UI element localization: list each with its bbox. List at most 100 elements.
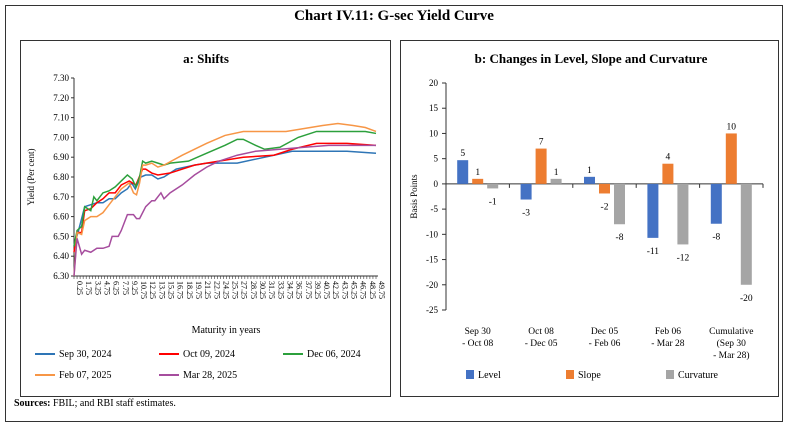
legend-label: Sep 30, 2024 (59, 349, 112, 360)
bar (487, 183, 499, 189)
y-tick-label: 6.40 (53, 251, 69, 261)
x-tick-label: 27.25 (240, 281, 249, 299)
bar-chart: b: Changes in Level, Slope and Curvature… (409, 51, 764, 381)
y-tick-label: -20 (426, 280, 438, 290)
panel-title: b: Changes in Level, Slope and Curvature (475, 51, 708, 66)
category-label: - Feb 06 (589, 339, 621, 349)
x-tick-label: 6.25 (112, 281, 121, 295)
y-tick-label: 10 (429, 128, 439, 138)
legend-swatch (666, 370, 674, 379)
x-tick-label: 34.75 (285, 281, 294, 299)
panel-a: a: Shifts 6.30 6.40 6.50 6.60 6.70 6.80 6.90 7.0… (20, 40, 391, 397)
x-tick-label: 22.75 (212, 281, 221, 299)
y-tick-label: 15 (429, 103, 439, 113)
x-tick-label: 46.75 (359, 281, 368, 299)
legend-label: Feb 07, 2025 (59, 370, 112, 381)
x-tick-label: 21.25 (203, 281, 212, 299)
x-tick-label: 1.75 (84, 281, 93, 295)
x-tick-label: 15.25 (167, 281, 176, 299)
y-axis-label: Basis Points (409, 174, 419, 219)
bar (457, 160, 469, 184)
category-label: - Dec 05 (525, 339, 558, 349)
x-tick-label: 48.25 (368, 281, 377, 299)
sources-text: FBIL; and RBI staff estimates. (50, 398, 176, 409)
y-tick-label: 0 (434, 179, 439, 189)
data-label: 10 (727, 122, 737, 132)
x-tick-label: 13.75 (157, 281, 166, 299)
y-tick-label: 6.50 (53, 231, 69, 241)
x-tick-label: 45.25 (350, 281, 359, 299)
bar (550, 178, 562, 184)
legend-label: Oct 09, 2024 (183, 349, 235, 360)
line-chart: a: Shifts 6.30 6.40 6.50 6.60 6.70 6.80 6.90 7.0… (26, 51, 386, 381)
data-label: -2 (601, 202, 609, 212)
legend-label: Mar 28, 2025 (183, 370, 237, 381)
legend-label: Slope (578, 370, 601, 381)
x-tick-label: 30.25 (258, 281, 267, 299)
x-tick-label: 12.25 (148, 281, 157, 299)
category-label: - Mar 28) (713, 350, 749, 361)
y-tick-label: 20 (429, 78, 439, 88)
x-tick-label: 16.75 (176, 281, 185, 299)
bar (584, 176, 595, 184)
bar (725, 133, 737, 184)
data-label: 1 (554, 168, 559, 178)
y-tick-label: -15 (426, 255, 438, 265)
figure-border (5, 5, 783, 422)
bar (662, 163, 674, 184)
x-tick-label: 25.75 (231, 281, 240, 299)
x-tick-label: 42.25 (331, 281, 340, 299)
x-tick-label: 0.25 (75, 281, 84, 295)
x-tick-label: 37.75 (304, 281, 313, 299)
bar (740, 183, 752, 285)
legend-swatch (566, 370, 574, 379)
x-tick-label: 39.25 (313, 281, 322, 299)
category-label: (Sep 30 (717, 338, 747, 349)
x-tick-label: 10.75 (139, 281, 148, 299)
y-tick-label: 6.80 (53, 172, 69, 182)
y-tick-label: 7.30 (53, 73, 69, 83)
x-tick-label: 28.75 (249, 281, 258, 299)
x-tick-label: 33.25 (276, 281, 285, 299)
bar (520, 183, 532, 200)
bar (677, 183, 689, 245)
data-label: 4 (666, 153, 671, 163)
panel-title: a: Shifts (183, 51, 229, 66)
x-tick-label: 24.25 (221, 281, 230, 299)
data-label: -3 (522, 209, 530, 219)
bar (647, 183, 659, 238)
data-label: -12 (677, 253, 690, 263)
x-tick-label: 9.25 (130, 281, 139, 295)
data-label: 1 (587, 166, 592, 176)
bar (599, 183, 610, 194)
data-label: 7 (539, 138, 544, 148)
data-label: -8 (712, 233, 720, 243)
legend-label: Dec 06, 2024 (307, 349, 361, 360)
x-tick-label: 4.75 (102, 281, 111, 295)
sources-label: Sources: (14, 398, 51, 409)
category-label: Sep 30 (465, 327, 491, 337)
y-tick-label: 6.90 (53, 152, 69, 162)
data-label: 5 (460, 149, 465, 159)
legend-label: Curvature (678, 370, 719, 381)
x-tick-label: 31.75 (267, 281, 276, 299)
x-tick-label: 18.25 (185, 281, 194, 299)
y-tick-label: 6.30 (53, 271, 69, 281)
y-tick-label: 7.10 (53, 113, 69, 123)
data-label: -1 (489, 197, 497, 207)
x-tick-label: 19.75 (194, 281, 203, 299)
x-tick-label: 43.75 (340, 281, 349, 299)
y-tick-label: 7.20 (53, 93, 69, 103)
data-label: 1 (475, 168, 480, 178)
x-tick-label: 40.75 (322, 281, 331, 299)
y-axis-label: Yield (Per cent) (26, 149, 36, 206)
x-tick-label: 36.25 (295, 281, 304, 299)
data-label: -8 (616, 233, 624, 243)
category-label: Dec 05 (591, 327, 618, 337)
y-tick-label: 6.70 (53, 192, 69, 202)
series-line (73, 150, 377, 247)
y-tick-label: 6.60 (53, 212, 69, 222)
x-tick-label: 3.25 (93, 281, 102, 295)
legend-swatch (466, 370, 474, 379)
category-label: Cumulative (709, 327, 753, 337)
